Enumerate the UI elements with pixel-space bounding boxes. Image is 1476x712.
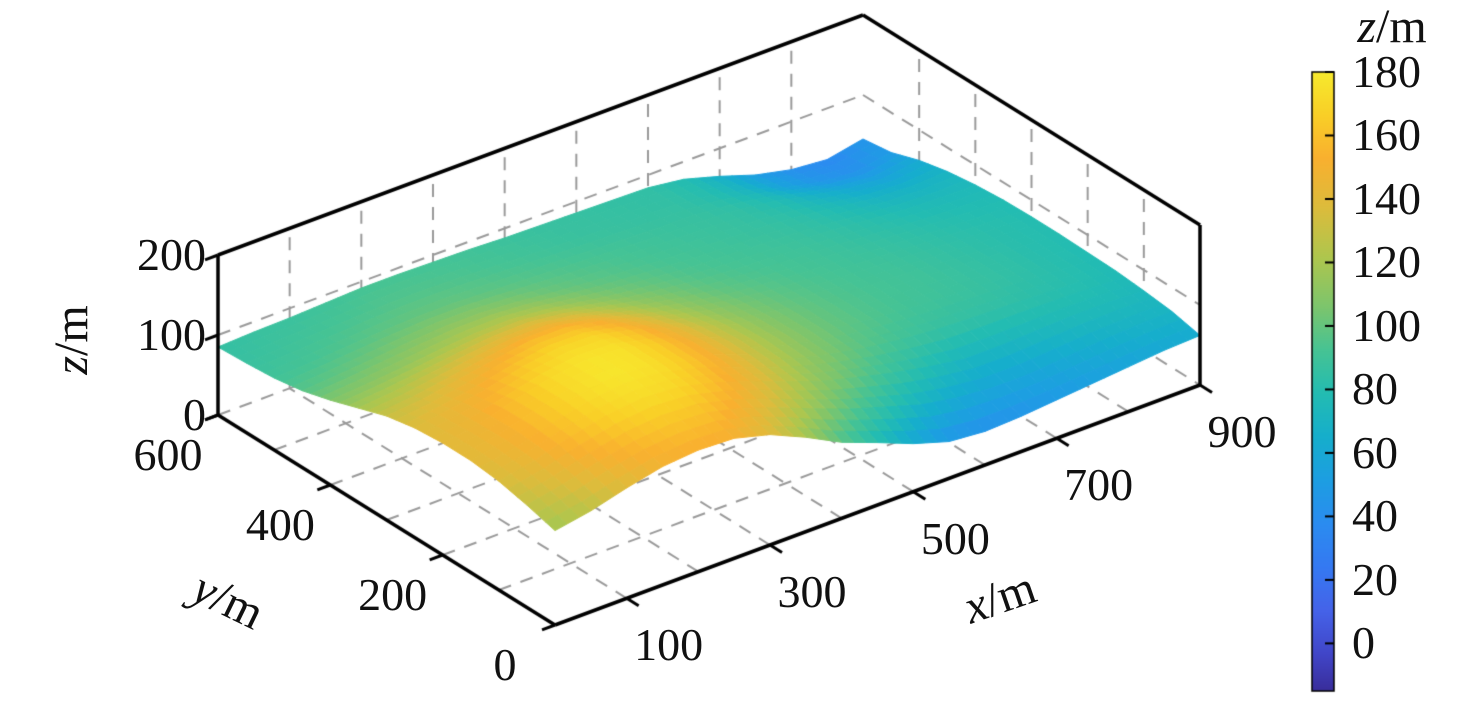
colorbar-title: z/m bbox=[1357, 0, 1426, 55]
colorbar-title-unit: /m bbox=[1376, 0, 1427, 53]
colorbar-title-symbol: z bbox=[1357, 0, 1377, 53]
z-axis-symbol: z bbox=[45, 355, 98, 375]
z-axis-label: z/m bbox=[44, 305, 100, 374]
z-axis-unit: /m bbox=[45, 305, 98, 356]
